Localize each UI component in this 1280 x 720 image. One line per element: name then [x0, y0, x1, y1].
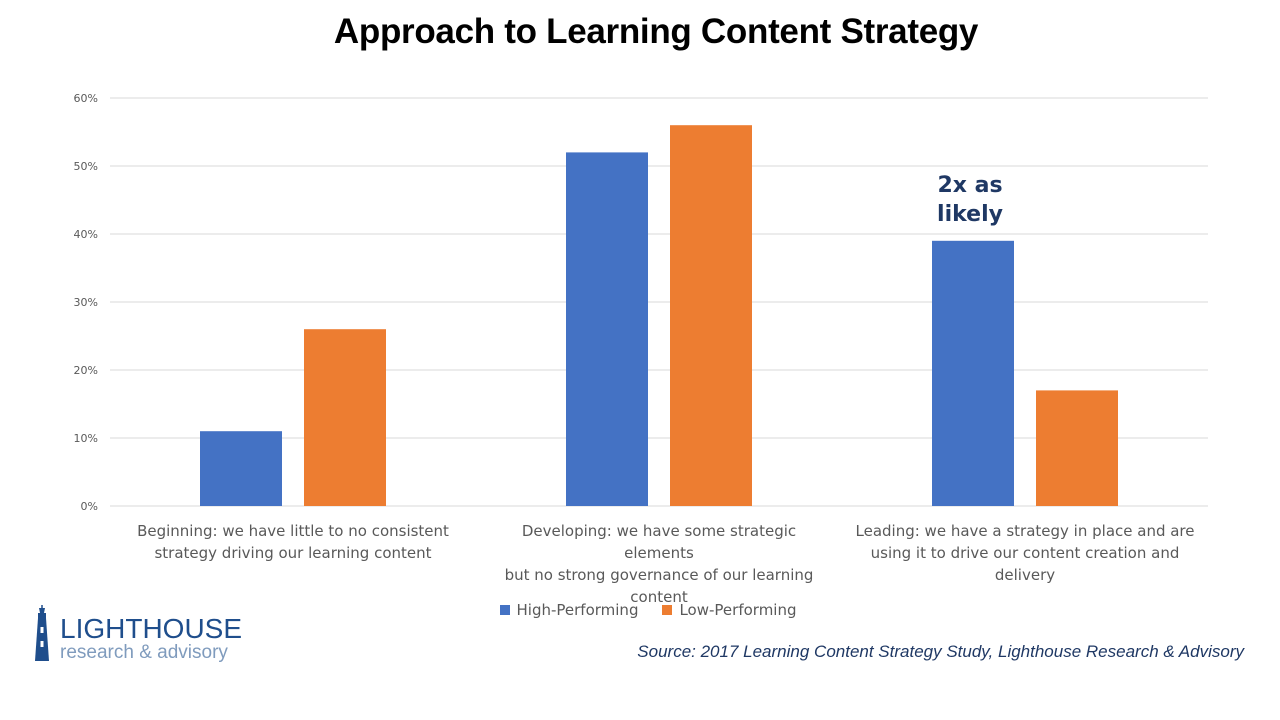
- y-tick-label: 50%: [74, 160, 98, 173]
- bar-high-performing-3: [932, 240, 1014, 507]
- lighthouse-logo: LIGHTHOUSE research & advisory: [28, 605, 248, 665]
- x-axis-label-line: Leading: we have a strategy in place and…: [855, 522, 1195, 540]
- source-note: Source: 2017 Learning Content Strategy S…: [637, 642, 1244, 661]
- annotation-2x-as-likely: 2x as likely: [910, 171, 1030, 229]
- x-axis-label-line: using it to drive our content creation a…: [870, 544, 1180, 562]
- lighthouse-icon: [35, 605, 49, 661]
- y-tick-label: 60%: [74, 92, 98, 105]
- gridlines: [110, 97, 1208, 507]
- legend-item-high-performing: High-Performing: [499, 601, 639, 619]
- bar-high-performing-2: [566, 152, 648, 506]
- x-axis-label-line: Developing: we have some strategic eleme…: [521, 522, 797, 562]
- x-axis-label-line: delivery: [994, 566, 1056, 584]
- logo-tagline: research & advisory: [60, 642, 228, 663]
- annotation-line-1: 2x as: [937, 173, 1003, 198]
- bar-high-performing-1: [200, 431, 282, 506]
- annotation-line-2: likely: [937, 202, 1003, 227]
- legend-label-high-performing: High-Performing: [516, 601, 639, 619]
- y-tick-label: 30%: [74, 296, 98, 309]
- y-tick-label: 0%: [81, 500, 98, 513]
- x-axis-label: Leading: we have a strategy in place and…: [855, 520, 1195, 586]
- bar-low-performing-3: [1036, 390, 1118, 506]
- x-axis-label-line: strategy driving our learning content: [154, 544, 432, 562]
- y-tick-label: 40%: [74, 228, 98, 241]
- bars: [200, 125, 1118, 507]
- bar-low-performing-1: [304, 329, 386, 506]
- chart-title: Approach to Learning Content Strategy: [333, 12, 979, 51]
- y-axis-ticks: 0% 10% 20% 30% 40% 50% 60%: [74, 92, 98, 513]
- x-axis-label-line: content: [630, 588, 688, 606]
- x-axis-label: Developing: we have some strategic eleme…: [489, 520, 829, 608]
- x-axis-label-line: Beginning: we have little to no consiste…: [137, 522, 449, 540]
- y-tick-label: 20%: [74, 364, 98, 377]
- legend: High-Performing Low-Performing: [0, 601, 1280, 619]
- x-axis-label-line: but no strong governance of our learning: [504, 566, 814, 584]
- bar-low-performing-2: [670, 125, 752, 506]
- x-axis-label: Beginning: we have little to no consiste…: [123, 520, 463, 564]
- legend-swatch-low-performing: [662, 605, 673, 615]
- legend-swatch-high-performing: [499, 605, 510, 615]
- y-tick-label: 10%: [74, 432, 98, 445]
- legend-item-low-performing: Low-Performing: [662, 601, 797, 619]
- logo-wordmark: LIGHTHOUSE: [60, 613, 243, 644]
- legend-label-low-performing: Low-Performing: [679, 601, 797, 619]
